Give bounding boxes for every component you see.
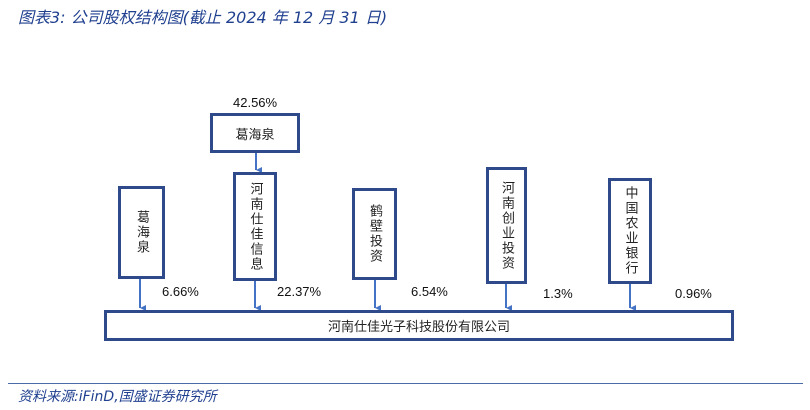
shareholder-box: 鹤壁投资 [352, 188, 397, 280]
company-box: 河南仕佳光子科技股份有限公司 [104, 310, 734, 341]
shareholder-box: 河南创业投资 [486, 167, 527, 284]
shareholder-pct: 1.3% [543, 286, 573, 301]
shareholder-name: 河南创业投资 [499, 180, 514, 271]
shareholder-box: 葛海泉 [118, 186, 165, 279]
top-holder-box: 葛海泉 [210, 113, 300, 153]
source-note: 资料来源:iFinD,国盛证券研究所 [18, 389, 217, 405]
divider [8, 383, 803, 384]
shareholder-box: 中国农业银行 [608, 178, 652, 284]
shareholder-name: 鹤壁投资 [367, 204, 382, 264]
top-holder-pct: 42.56% [233, 95, 278, 110]
top-holder-name: 葛海泉 [235, 127, 275, 143]
shareholder-pct: 6.54% [411, 284, 448, 299]
shareholder-name: 河南仕佳信息 [247, 181, 263, 272]
shareholder-pct: 0.96% [675, 286, 712, 301]
figure-title: 图表3: 公司股权结构图(截止 2024 年 12 月 31 日) [18, 8, 388, 27]
shareholder-box: 河南仕佳信息 [233, 172, 277, 281]
shareholder-name: 中国农业银行 [622, 186, 638, 276]
shareholder-name: 葛海泉 [134, 210, 149, 255]
company-name: 河南仕佳光子科技股份有限公司 [327, 320, 510, 335]
shareholder-pct: 6.66% [162, 284, 199, 299]
shareholder-pct: 22.37% [277, 284, 322, 299]
